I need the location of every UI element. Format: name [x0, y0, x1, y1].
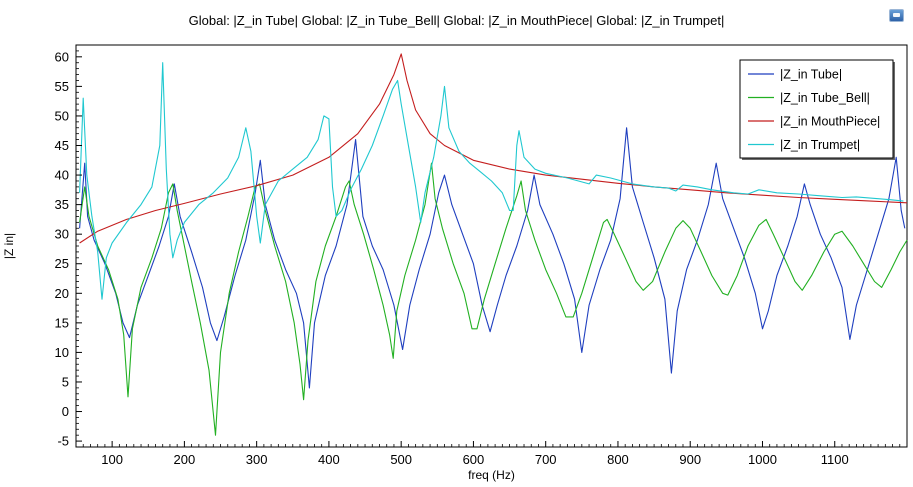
y-axis-label: |Z in| [2, 233, 16, 259]
x-tick-label: 900 [679, 452, 701, 467]
series-layer [79, 53, 908, 436]
y-tick-label: 25 [55, 256, 69, 271]
series-line-1 [79, 127, 906, 389]
x-tick-label: 800 [607, 452, 629, 467]
x-tick-label: 200 [174, 452, 196, 467]
y-axis: -5 0 5 10 15 20 25 30 35 40 45 50 55 60 [55, 44, 82, 449]
y-tick-label: 10 [55, 345, 69, 360]
x-tick-label: 600 [463, 452, 485, 467]
x-tick-label: 700 [535, 452, 557, 467]
legend-label-4: |Z_in Trumpet| [780, 138, 860, 152]
y-tick-label: 5 [62, 374, 69, 389]
y-tick-label: 15 [55, 315, 69, 330]
y-tick-label: 45 [55, 138, 69, 153]
y-tick-label: -5 [57, 434, 69, 449]
legend-label-2: |Z_in Tube_Bell| [780, 91, 870, 105]
legend-box [739, 59, 894, 159]
y-tick-label: 35 [55, 197, 69, 212]
y-tick-label: 0 [62, 404, 69, 419]
window-icon[interactable] [889, 9, 904, 22]
series-line-4 [79, 62, 904, 300]
legend-label-3: |Z_in MouthPiece| [780, 115, 880, 129]
x-axis: 100 200 300 400 500 600 700 800 900 1000 1100 [75, 441, 901, 467]
x-tick-label: 300 [246, 452, 268, 467]
legend: |Z_in Tube| |Z_in Tube_Bell| |Z_in MouthPi… [739, 59, 895, 160]
x-tick-label: 400 [318, 452, 340, 467]
chart-title: Global: |Z_in Tube| Global: |Z_in Tube_B… [188, 13, 725, 28]
y-tick-label: 30 [55, 227, 69, 242]
x-tick-label: 100 [101, 452, 123, 467]
y-tick-label: 20 [55, 286, 69, 301]
x-tick-label: 1100 [821, 452, 849, 467]
y-tick-label: 40 [55, 168, 69, 183]
series-line-3 [79, 53, 908, 244]
x-tick-label: 1000 [748, 452, 777, 467]
y-tick-label: 55 [55, 79, 69, 94]
y-tick-label: 50 [55, 108, 69, 123]
y-tick-label: 60 [55, 49, 69, 64]
x-tick-label: 500 [390, 452, 412, 467]
legend-label-1: |Z_in Tube| [780, 68, 842, 82]
series-line-2 [79, 162, 908, 436]
x-axis-label: freq (Hz) [468, 468, 515, 482]
